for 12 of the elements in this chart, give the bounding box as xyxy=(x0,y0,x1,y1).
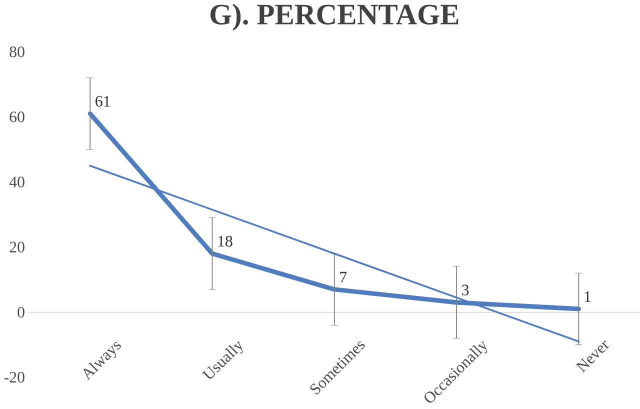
y-tick-label: 20 xyxy=(10,242,24,253)
data-label: 7 xyxy=(340,272,347,282)
chart-title: G). PERCENTAGE xyxy=(210,4,458,31)
y-tick-label: -20 xyxy=(4,372,24,383)
y-tick-label: 40 xyxy=(9,176,24,188)
y-tick-label: 80 xyxy=(10,46,24,58)
data-label: 18 xyxy=(218,236,232,247)
data-label: 1 xyxy=(584,291,590,302)
y-tick-label: 0 xyxy=(18,306,24,318)
y-tick-label: 60 xyxy=(10,112,24,122)
data-label: 3 xyxy=(462,284,469,296)
data-label: 61 xyxy=(96,96,110,107)
